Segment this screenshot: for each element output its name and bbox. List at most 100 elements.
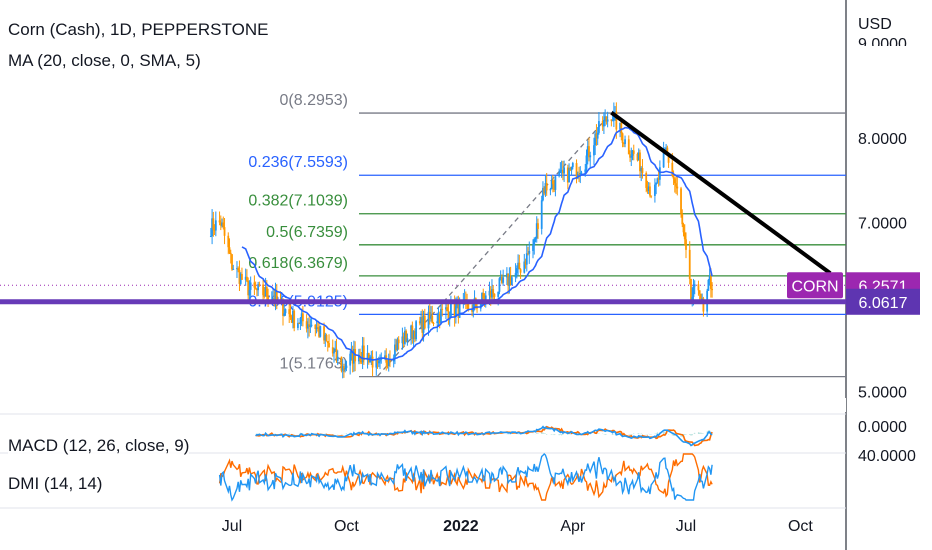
candle-body <box>431 315 434 323</box>
candle-body <box>298 322 301 324</box>
candle-body <box>519 269 522 273</box>
candle-body <box>376 360 379 364</box>
fib-level-label: 0.618(6.3679) <box>248 255 348 272</box>
candle-body <box>553 184 556 190</box>
candle-body <box>334 348 337 352</box>
candle-body <box>641 168 644 173</box>
candle-body <box>387 359 390 366</box>
time-axis-label: 2022 <box>443 518 479 535</box>
candle-body <box>621 133 624 144</box>
candle-body <box>649 186 651 196</box>
candle-body <box>283 313 286 316</box>
candle-body <box>711 288 714 291</box>
dmi-tick-label: 40.0000 <box>858 448 916 465</box>
macd-tick-label: 0.0000 <box>858 419 907 436</box>
candle-body <box>377 361 380 364</box>
pane-gap <box>0 398 846 412</box>
candle-body <box>310 324 313 326</box>
candle-body <box>288 309 291 315</box>
candle-body <box>282 299 284 316</box>
candle-body <box>264 287 267 297</box>
candle-body <box>614 111 617 113</box>
candle-body <box>297 322 299 328</box>
candle-body <box>395 344 398 351</box>
candle-body <box>375 360 378 368</box>
plus-di-line <box>218 453 713 502</box>
candle-body <box>326 341 329 344</box>
candle-body <box>683 232 686 240</box>
candle-body <box>410 325 413 339</box>
candle-body <box>328 343 330 348</box>
candle-body <box>601 121 604 127</box>
candle-body <box>450 302 452 318</box>
candle-body <box>432 322 435 324</box>
candle-body <box>447 311 450 320</box>
candle-body <box>509 276 512 286</box>
candle-body <box>588 146 590 158</box>
candle-body <box>305 321 308 329</box>
candle-body <box>412 331 415 340</box>
candle-body <box>275 291 278 300</box>
candle-body <box>367 353 370 363</box>
candle-body <box>498 278 501 292</box>
candle-body <box>397 339 400 344</box>
candle-body <box>263 295 266 297</box>
candle-body <box>640 168 643 172</box>
candle-body <box>336 356 339 361</box>
candle-body <box>360 360 363 363</box>
candle-body <box>227 235 230 248</box>
candle-body <box>646 187 649 191</box>
candle-body <box>293 310 296 328</box>
candle-body <box>508 276 511 286</box>
candle-body <box>560 169 563 171</box>
candle-body <box>236 268 238 270</box>
candle-body <box>507 273 510 286</box>
macd-indicator-label: MACD (12, 26, close, 9) <box>8 436 190 456</box>
candle-body <box>505 273 508 278</box>
candle-body <box>231 254 233 270</box>
candle-body <box>566 167 569 183</box>
candle-body <box>606 119 609 122</box>
price-tick-label: 5.0000 <box>858 385 907 402</box>
candle-body <box>389 359 391 362</box>
candle-body <box>630 155 633 158</box>
candle-body <box>502 277 505 283</box>
candle-body <box>637 152 640 161</box>
candle-body <box>237 268 240 271</box>
candle-body <box>351 350 354 364</box>
candle-body <box>440 308 442 323</box>
candle-body <box>604 116 607 120</box>
candle-body <box>219 222 222 226</box>
candle-body <box>656 178 659 183</box>
candle-body <box>437 314 440 322</box>
candle-body <box>436 321 439 324</box>
candle-body <box>223 227 226 236</box>
candle-body <box>603 119 605 127</box>
candle-body <box>359 355 362 361</box>
candle-body <box>319 326 322 337</box>
candle-body <box>370 356 373 358</box>
candle-body <box>418 321 421 324</box>
candle-body <box>497 291 500 297</box>
candle-body <box>209 236 212 238</box>
candle-body <box>690 278 692 300</box>
candle-body <box>423 315 426 329</box>
candle-body <box>666 147 669 154</box>
candle-body <box>421 317 424 333</box>
dmi-indicator-label: DMI (14, 14) <box>8 474 103 494</box>
candle-body <box>586 146 589 156</box>
candle-body <box>402 336 405 344</box>
candle-body <box>542 187 544 201</box>
candle-body <box>222 222 225 228</box>
candle-body <box>482 293 485 299</box>
candle-body <box>415 321 417 340</box>
candle-body <box>615 111 618 130</box>
candle-body <box>657 178 660 180</box>
candle-body <box>524 261 527 265</box>
candle-body <box>289 314 292 318</box>
candle-body <box>467 302 470 310</box>
candle-body <box>610 119 613 121</box>
candle-body <box>411 325 414 340</box>
candle-body <box>350 350 353 354</box>
candle-body <box>499 277 502 279</box>
